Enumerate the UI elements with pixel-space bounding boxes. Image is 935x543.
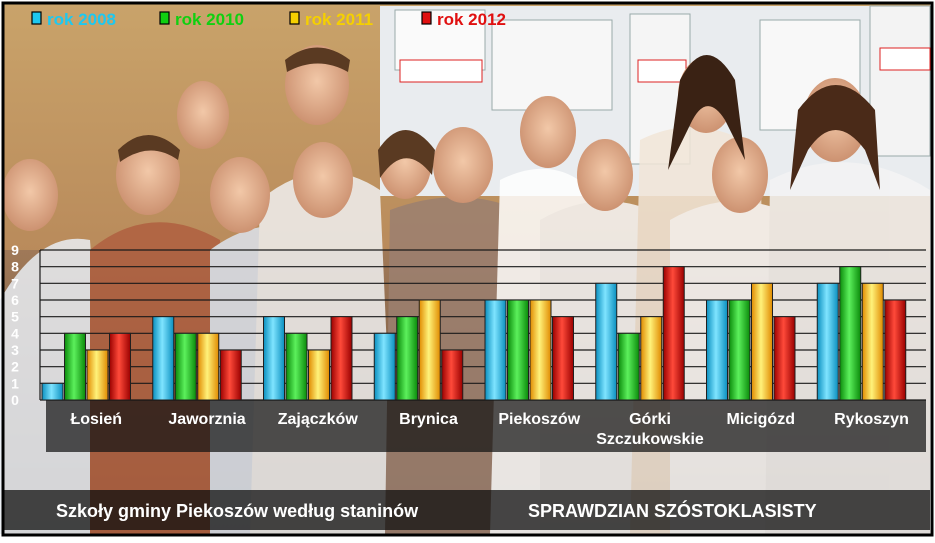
bar-rok-2010-2 [285,332,308,401]
bar-rok-2010-1 [174,332,197,401]
bar-rok-2012-6 [773,316,796,401]
bar-rok-2012-5 [662,266,685,401]
bar-rok-2011-0 [86,349,109,401]
bar-rok-2008-6 [706,299,728,401]
y-tick-label: 1 [11,375,19,391]
bar-rok-2010-4 [507,299,529,401]
category-label: Brynica [399,411,458,428]
y-tick-label: 8 [11,259,19,275]
y-tick-label: 2 [11,359,19,375]
bar-rok-2012-1 [219,349,242,401]
category-label: Jaworznia [168,411,245,428]
bar-rok-2008-5 [595,282,618,401]
legend-swatch-3 [421,11,432,25]
bar-rok-2011-3 [418,299,441,401]
legend-label: rok 2011 [305,10,373,29]
legend-swatch-1 [159,11,170,25]
y-tick-label: 4 [11,325,19,341]
y-tick-label: 3 [11,342,19,358]
bar-rok-2012-4 [552,316,574,401]
bar-rok-2008-2 [263,316,285,401]
y-tick-label: 7 [11,275,19,291]
legend: rok 2008 rok 2010 rok 2011 rok 2012 [31,10,506,29]
category-label-band [46,400,926,452]
bar-rok-2012-2 [330,316,353,401]
bar-rok-2008-4 [484,299,507,401]
bar-rok-2008-3 [373,332,396,401]
y-tick-label: 5 [11,309,19,325]
legend-label: rok 2008 [47,10,116,29]
bar-rok-2011-2 [308,349,330,401]
y-tick-label: 9 [11,242,19,258]
bar-rok-2011-6 [751,282,773,401]
caption-band [4,490,930,530]
y-tick-label: 6 [11,292,19,308]
caption-right: SPRAWDZIAN SZÓSTOKLASISTY [528,500,817,521]
bar-rok-2011-4 [529,299,552,401]
bar-rok-2008-7 [816,282,839,401]
bar-rok-2008-1 [152,316,175,401]
y-tick-label: 0 [11,392,19,408]
bar-rok-2012-0 [109,332,131,401]
bar-rok-2010-5 [617,332,640,401]
category-label: Micigózd [727,411,795,428]
bar-rok-2008-0 [41,382,64,401]
legend-swatch-0 [31,11,42,25]
legend-label: rok 2012 [437,10,506,29]
bar-rok-2010-0 [64,332,86,401]
class-photo-background [0,4,931,535]
category-labels: Łosień Jaworznia Zajączków Brynica Piekoszów… [70,411,908,448]
bar-rok-2010-6 [728,299,751,401]
bar-rok-2011-7 [861,282,884,401]
category-label: Górki Szczukowskie [596,411,704,448]
bar-rok-2011-5 [640,316,663,401]
bar-rok-2012-7 [884,299,907,401]
bar-rok-2012-3 [441,349,464,401]
bar-rok-2010-7 [839,266,862,401]
legend-swatch-2 [289,11,300,25]
category-label: Rykoszyn [834,411,909,428]
category-label: Zajączków [278,411,359,428]
category-label: Piekoszów [498,411,580,428]
caption-left: Szkoły gminy Piekoszów według staninów [56,501,419,521]
category-label: Łosień [70,411,122,428]
bar-rok-2011-1 [197,332,220,401]
legend-label: rok 2010 [175,10,244,29]
bar-rok-2010-3 [396,316,419,401]
